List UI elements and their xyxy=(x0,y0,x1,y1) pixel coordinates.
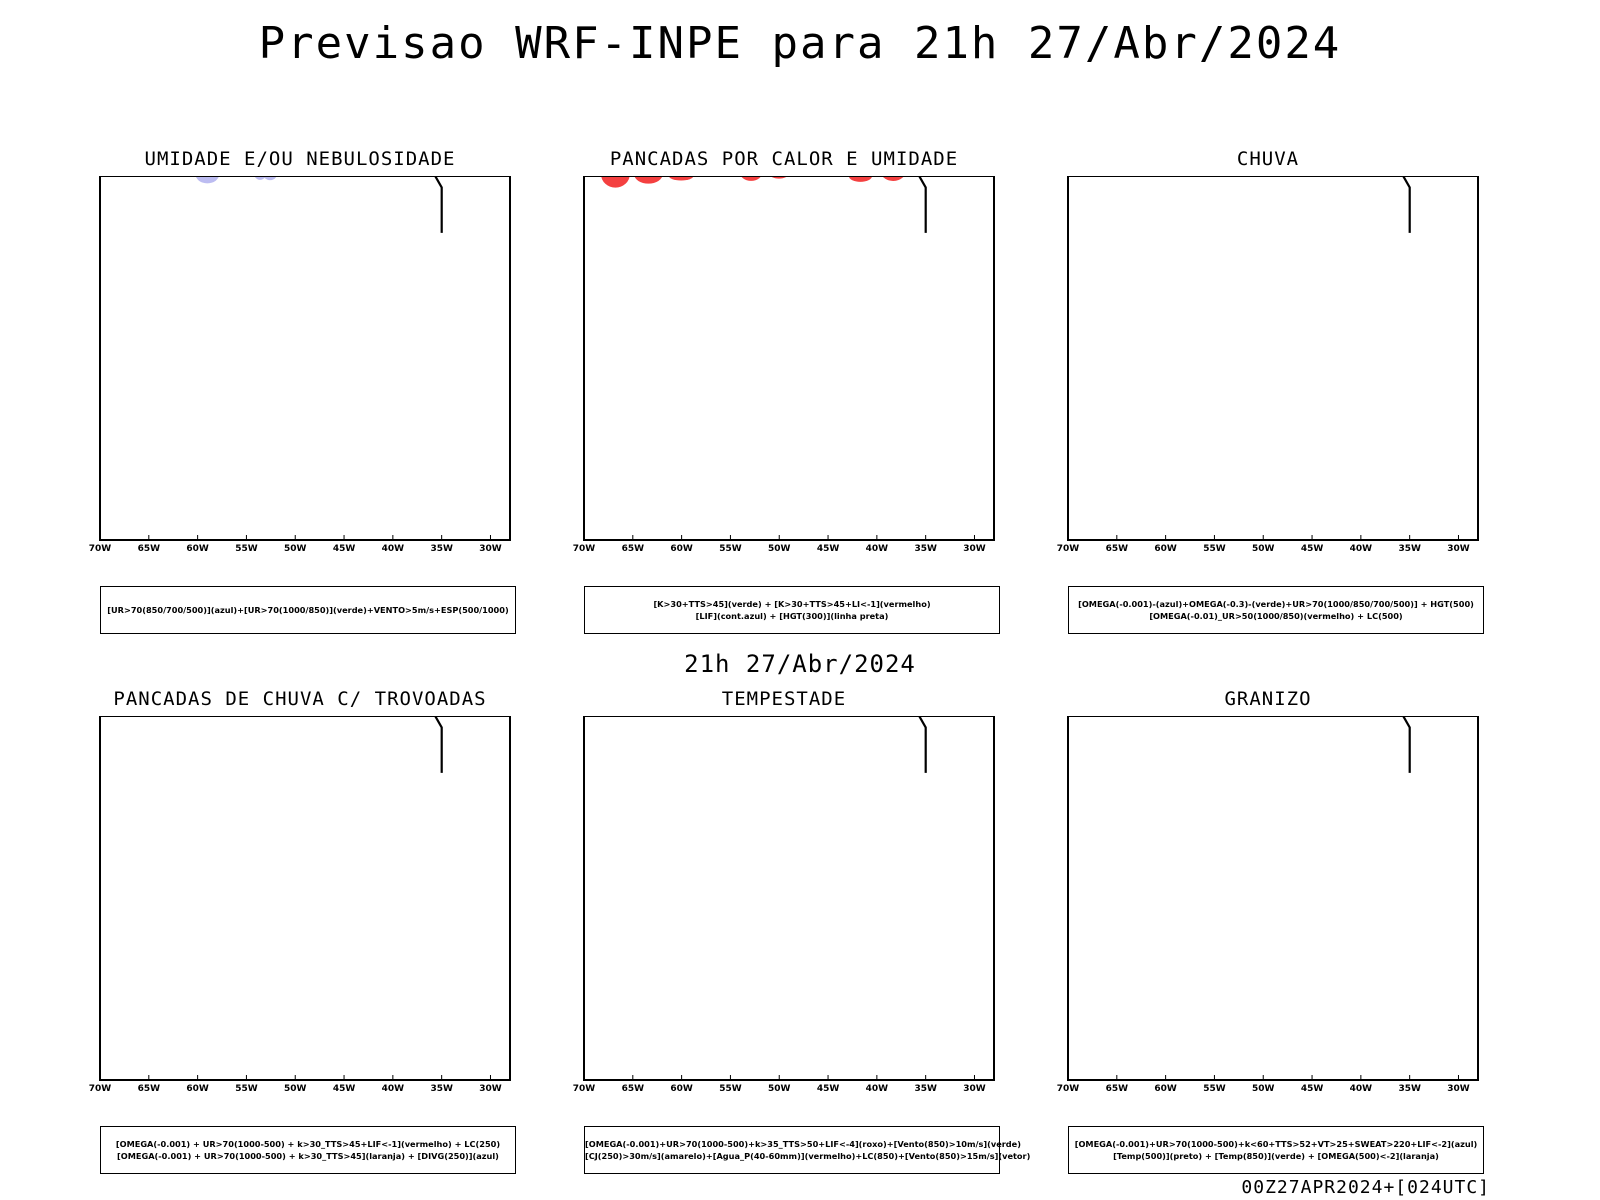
lon-tick-label: 65W xyxy=(622,544,645,554)
panel-tempestade: TEMPESTADE 12S15S18S21S24S27S30S33S36S39… xyxy=(564,688,1030,1174)
lon-tick-label: 30W xyxy=(963,544,986,554)
lon-tick-label: 65W xyxy=(138,1084,161,1094)
lon-tick-label: 65W xyxy=(1106,544,1129,554)
lon-tick-label: 40W xyxy=(382,1084,405,1094)
lon-tick-label: 55W xyxy=(719,544,742,554)
legend-line: [OMEGA(-0.001)+UR>70(1000-500)+k<60+TTS>… xyxy=(1074,1139,1478,1149)
lon-tick-label: 40W xyxy=(1350,1084,1373,1094)
forecast-map: 366912121515181818121512S15S18S21S24S27S… xyxy=(1057,716,1479,1094)
panel-title: CHUVA xyxy=(1236,148,1300,170)
panel-umidade: UMIDADE E/OU NEBULOSIDADE 10081012101210… xyxy=(80,148,520,634)
lon-tick-label: 65W xyxy=(622,1084,645,1094)
lon-tick-label: 55W xyxy=(1203,1084,1226,1094)
legend-line: [OMEGA(-0.001)+UR>70(1000-500)+k>35_TTS>… xyxy=(585,1139,1021,1149)
map-legend: [K>30+TTS>45](verde) + [K>30+TTS>45+LI<-… xyxy=(584,586,1000,634)
forecast-map: 1008101210121016101210121008101610121004… xyxy=(89,176,511,554)
legend-line: [OMEGA(-0.001)-(azul)+OMEGA(-0.3)-(verde… xyxy=(1078,599,1474,609)
page-title: Previsao WRF-INPE para 21h 27/Abr/2024 xyxy=(258,18,1342,69)
lon-tick-label: 50W xyxy=(284,1084,307,1094)
lon-tick-label: 50W xyxy=(768,1084,791,1094)
lon-tick-label: 45W xyxy=(1301,544,1324,554)
legend-line: [CJ(250)>30m/s](amarelo)+[Agua_P(40-60mm… xyxy=(585,1151,1031,1161)
lon-tick-label: 30W xyxy=(963,1084,986,1094)
panel-title: PANCADAS POR CALOR E UMIDADE xyxy=(609,148,959,170)
panel-pancadas-trovoadas: PANCADAS DE CHUVA C/ TROVOADAS 12S15S18S… xyxy=(80,688,520,1174)
legend-line: [UR>70(850/700/500)](azul)+[UR>70(1000/8… xyxy=(107,605,509,615)
lon-tick-label: 45W xyxy=(333,1084,356,1094)
panel-title: PANCADAS DE CHUVA C/ TROVOADAS xyxy=(113,688,487,710)
lon-tick-label: 40W xyxy=(1350,544,1373,554)
lon-tick-label: 40W xyxy=(382,544,405,554)
lon-tick-label: 45W xyxy=(1301,1084,1324,1094)
lon-tick-label: 50W xyxy=(284,544,307,554)
map-legend: [UR>70(850/700/500)](azul)+[UR>70(1000/8… xyxy=(100,586,516,634)
forecast-map: 9680968096809680960096809600952094409360… xyxy=(573,176,995,554)
run-timestamp: 00Z27APR2024+[024UTC] xyxy=(1241,1177,1490,1198)
legend-line: [LIF](cont.azul) + [HGT(300)](linha pret… xyxy=(695,611,889,621)
panel-chuva: CHUVA 5885825765705645585525465885825765… xyxy=(1048,148,1488,634)
lon-tick-label: 70W xyxy=(1057,544,1080,554)
panel-title: GRANIZO xyxy=(1224,688,1312,710)
lon-tick-label: 60W xyxy=(670,1084,693,1094)
legend-line: [K>30+TTS>45](verde) + [K>30+TTS>45+LI<-… xyxy=(653,599,931,609)
lon-tick-label: 55W xyxy=(1203,544,1226,554)
lon-tick-label: 50W xyxy=(1252,1084,1275,1094)
lon-tick-label: 60W xyxy=(186,1084,209,1094)
lon-tick-label: 30W xyxy=(1447,1084,1470,1094)
lon-tick-label: 50W xyxy=(1252,544,1275,554)
panel-title: TEMPESTADE xyxy=(721,688,847,710)
lon-tick-label: 65W xyxy=(1106,1084,1129,1094)
forecast-time-label: 21h 27/Abr/2024 xyxy=(684,650,916,678)
lon-tick-label: 60W xyxy=(1154,544,1177,554)
forecast-map: 5885825765705645585525465885825765705645… xyxy=(1057,176,1479,554)
lon-tick-label: 70W xyxy=(89,544,112,554)
lon-tick-label: 35W xyxy=(914,1084,937,1094)
lon-tick-label: 60W xyxy=(670,544,693,554)
lon-tick-label: 45W xyxy=(817,1084,840,1094)
legend-line: [OMEGA(-0.01)_UR>50(1000/850)(vermelho) … xyxy=(1149,611,1403,621)
lon-tick-label: 40W xyxy=(866,1084,889,1094)
lon-tick-label: 30W xyxy=(1447,544,1470,554)
lon-tick-label: 60W xyxy=(186,544,209,554)
lon-tick-label: 45W xyxy=(333,544,356,554)
lon-tick-label: 70W xyxy=(573,544,596,554)
lon-tick-label: 55W xyxy=(235,1084,258,1094)
map-legend: [OMEGA(-0.001) + UR>70(1000-500) + k>30_… xyxy=(100,1126,516,1174)
legend-line: [OMEGA(-0.001) + UR>70(1000-500) + k>30_… xyxy=(115,1139,501,1149)
lon-tick-label: 35W xyxy=(1398,544,1421,554)
lon-tick-label: 30W xyxy=(479,544,502,554)
lon-tick-label: 35W xyxy=(1398,1084,1421,1094)
lon-tick-label: 30W xyxy=(479,1084,502,1094)
lon-tick-label: 55W xyxy=(719,1084,742,1094)
lon-tick-label: 35W xyxy=(914,544,937,554)
panel-pancadas-calor: PANCADAS POR CALOR E UMIDADE 96809680968… xyxy=(564,148,1004,634)
legend-line: [OMEGA(-0.001) + UR>70(1000-500) + k>30_… xyxy=(117,1151,499,1161)
lon-tick-label: 45W xyxy=(817,544,840,554)
forecast-map: 12S15S18S21S24S27S30S33S36S39S42S70W65W6… xyxy=(89,716,511,1094)
lon-tick-label: 70W xyxy=(573,1084,596,1094)
lon-tick-label: 60W xyxy=(1154,1084,1177,1094)
lon-tick-label: 55W xyxy=(235,544,258,554)
map-legend: [OMEGA(-0.001)+UR>70(1000-500)+k<60+TTS>… xyxy=(1068,1126,1484,1174)
forecast-map: 12S15S18S21S24S27S30S33S36S39S42S70W65W6… xyxy=(573,716,995,1094)
lon-tick-label: 35W xyxy=(430,544,453,554)
panel-title: UMIDADE E/OU NEBULOSIDADE xyxy=(144,148,456,170)
lon-tick-label: 35W xyxy=(430,1084,453,1094)
lon-tick-label: 70W xyxy=(1057,1084,1080,1094)
panel-granizo: GRANIZO 366912121515181818121512S15S18S2… xyxy=(1048,688,1488,1174)
lon-tick-label: 70W xyxy=(89,1084,112,1094)
map-legend: [OMEGA(-0.001)-(azul)+OMEGA(-0.3)-(verde… xyxy=(1068,586,1484,634)
lon-tick-label: 65W xyxy=(138,544,161,554)
lon-tick-label: 50W xyxy=(768,544,791,554)
legend-line: [Temp(500)](preto) + [Temp(850)](verde) … xyxy=(1113,1151,1439,1161)
map-legend: [OMEGA(-0.001)+UR>70(1000-500)+k>35_TTS>… xyxy=(584,1126,1031,1174)
lon-tick-label: 40W xyxy=(866,544,889,554)
